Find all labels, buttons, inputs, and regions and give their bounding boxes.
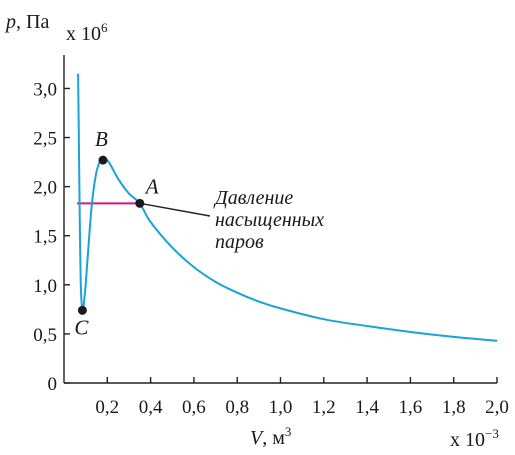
annotation-line-2: насыщенных (215, 209, 324, 231)
x-tick-label: 1,0 (269, 397, 293, 418)
x-tick-label: 0,2 (95, 397, 119, 418)
x-tick-label: 2,0 (485, 397, 509, 418)
y-tick-label: 2,0 (33, 178, 57, 199)
annotation-line-1: Давление (213, 187, 293, 209)
x-tick-label: 0,4 (139, 397, 163, 418)
y-tick-label: 0 (48, 374, 58, 395)
x-tick-label: 1,4 (355, 397, 379, 418)
y-tick-label: 0,5 (33, 325, 57, 346)
x-tick-label: 1,8 (442, 397, 466, 418)
point-a-label: A (144, 174, 159, 198)
isotherm-series-line (77, 73, 498, 342)
x-tick-label: 0,8 (225, 397, 249, 418)
y-multiplier: x 106 (66, 20, 108, 45)
x-tick-label: 1,2 (312, 397, 336, 418)
y-tick-label: 1,0 (33, 276, 57, 297)
y-tick-label: 1,5 (33, 227, 57, 248)
x-multiplier: x 10−3 (450, 426, 499, 451)
x-axis-title: V, м3 (250, 424, 291, 449)
x-ticks: 0,2 0,4 0,6 0,8 1,0 1,2 1,4 1,6 1,8 2,0 (95, 377, 509, 418)
x-tick-label: 0,6 (182, 397, 206, 418)
y-tick-label: 3,0 (33, 79, 57, 100)
point-a-marker (135, 198, 145, 208)
point-b-marker (98, 155, 108, 165)
y-tick-label: 2,5 (33, 129, 57, 150)
labeled-points: A B C (74, 127, 158, 339)
y-ticks: 0 0,5 1,0 1,5 2,0 2,5 3,0 (33, 79, 70, 395)
point-c-label: C (74, 315, 89, 339)
y-axis-title: p, Па (4, 11, 49, 33)
annotation-line-3: паров (215, 231, 264, 253)
annotation-leader-line (139, 202, 211, 217)
x-tick-label: 1,6 (399, 397, 423, 418)
point-b-label: B (95, 127, 108, 151)
point-c-marker (77, 305, 87, 315)
